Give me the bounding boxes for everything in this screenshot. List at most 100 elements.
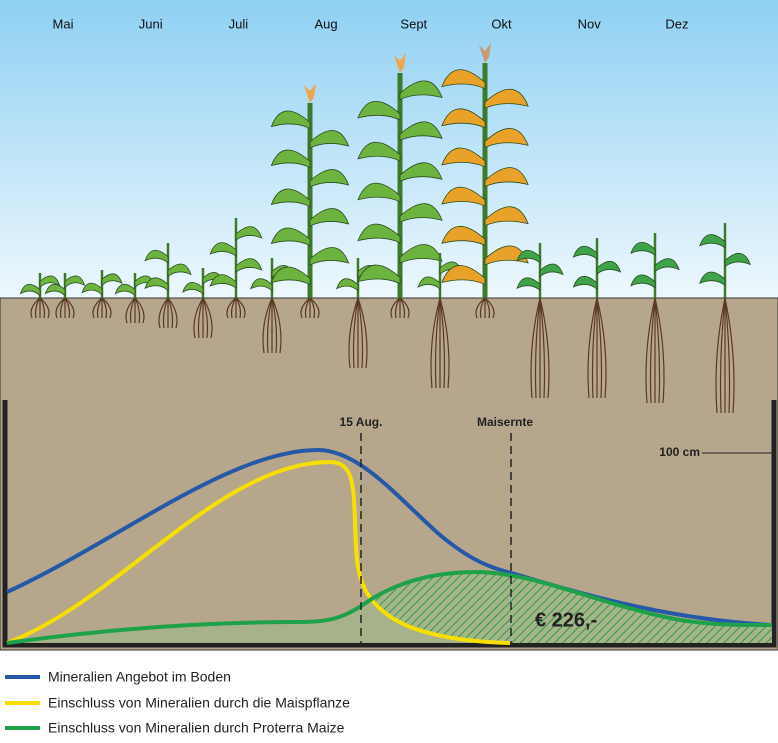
leaf (19, 283, 41, 297)
root (167, 297, 178, 329)
root (59, 297, 66, 319)
leaf (484, 128, 529, 148)
root (55, 297, 66, 319)
root (34, 297, 41, 319)
root (719, 297, 726, 414)
root (230, 297, 237, 319)
leaf (235, 258, 263, 273)
root (309, 297, 316, 319)
tassel (394, 53, 406, 73)
root (475, 297, 486, 319)
root (645, 297, 656, 404)
month-label: Juni (139, 16, 163, 31)
root (309, 297, 320, 319)
root (92, 297, 103, 319)
root (399, 297, 410, 319)
leaf (399, 80, 443, 101)
leaf (441, 186, 486, 207)
leaf (441, 265, 486, 286)
root (202, 297, 209, 339)
leaf (630, 242, 656, 257)
leaf (336, 278, 359, 292)
tassel (479, 43, 491, 63)
root (158, 297, 169, 329)
august-label: 15 Aug. (340, 415, 383, 429)
root (304, 297, 311, 319)
root (596, 297, 603, 399)
leaf (484, 206, 529, 227)
leaf (630, 274, 656, 289)
root (484, 297, 491, 319)
root (654, 297, 661, 404)
root (202, 297, 213, 339)
month-label: Mai (53, 16, 74, 31)
leaf (572, 276, 598, 290)
root (484, 297, 495, 319)
root (235, 297, 246, 319)
green-curve (6, 569, 773, 645)
root (134, 297, 141, 324)
leaf (309, 169, 350, 188)
plants (19, 43, 751, 414)
root (348, 297, 359, 369)
root (399, 297, 406, 319)
month-label: Dez (665, 16, 688, 31)
root (587, 297, 598, 399)
leaf (399, 121, 443, 141)
leaf (114, 283, 136, 297)
root (96, 297, 103, 319)
leaf (270, 110, 311, 130)
savings-label: € 226,- (535, 609, 597, 631)
root (724, 297, 731, 414)
leaf (357, 141, 401, 162)
root (193, 297, 204, 339)
leaf (399, 203, 443, 223)
leaf (399, 244, 443, 264)
leaf (484, 167, 529, 188)
hatched-area (372, 572, 772, 643)
leaf (44, 283, 66, 297)
leaf (699, 234, 726, 249)
leaf (64, 275, 86, 289)
leaf (270, 188, 311, 208)
root (439, 297, 450, 389)
root (30, 297, 41, 319)
root (390, 297, 401, 319)
root (300, 297, 311, 319)
root (715, 297, 726, 414)
root (235, 297, 242, 319)
root (266, 297, 273, 354)
root (64, 297, 75, 319)
leaf (235, 226, 263, 241)
frame (2, 400, 777, 648)
month-label: Sept (400, 16, 427, 31)
leaf (81, 282, 103, 296)
root (434, 297, 441, 389)
root (262, 297, 273, 354)
root (430, 297, 441, 389)
leaf (399, 162, 443, 182)
root (271, 297, 282, 354)
root (654, 297, 665, 404)
root (134, 297, 145, 324)
leaf (654, 258, 680, 273)
root (539, 297, 550, 399)
leaf (441, 225, 486, 246)
root (724, 297, 735, 414)
leaf (596, 261, 622, 275)
root (357, 297, 364, 369)
root (167, 297, 174, 329)
leaf (209, 242, 237, 257)
root (271, 297, 278, 354)
leaf (417, 276, 441, 290)
blue-curve (6, 447, 773, 627)
leaf (357, 264, 401, 285)
root (125, 297, 136, 324)
root (479, 297, 486, 319)
leaf (250, 278, 273, 292)
depth-label: 100 cm (659, 445, 700, 459)
leaf (724, 253, 751, 268)
root (591, 297, 598, 399)
leaf (441, 108, 486, 129)
